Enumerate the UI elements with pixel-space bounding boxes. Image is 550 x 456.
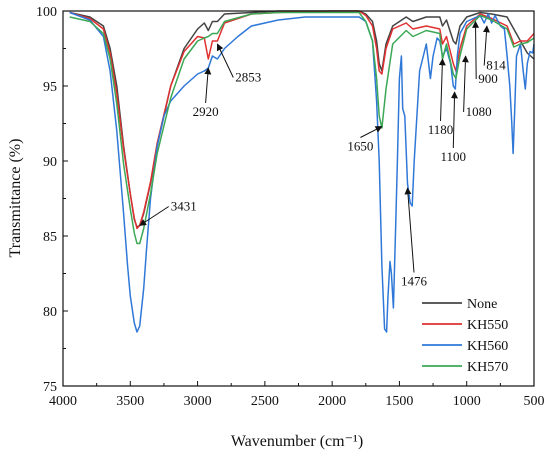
x-tick-label-3000: 3000 bbox=[184, 394, 212, 409]
annotation-label-1180: 1180 bbox=[428, 122, 454, 137]
annotation-arrow-900 bbox=[472, 20, 480, 80]
legend-label-none: None bbox=[467, 297, 497, 312]
annotation-label-900: 900 bbox=[478, 71, 498, 86]
x-tick-label-1000: 1000 bbox=[453, 394, 481, 409]
annotation-label-814: 814 bbox=[486, 58, 506, 73]
x-tick-label-500: 500 bbox=[524, 394, 545, 409]
legend-label-kh560: KH560 bbox=[467, 339, 508, 354]
y-tick-label-90: 90 bbox=[43, 155, 57, 170]
annotation-arrow-2920 bbox=[204, 67, 212, 104]
y-tick-label-80: 80 bbox=[43, 305, 57, 320]
x-axis-title: Wavenumber (cm⁻¹) bbox=[231, 433, 363, 450]
x-tick-label-2000: 2000 bbox=[318, 394, 346, 409]
annotation-label-2920: 2920 bbox=[193, 104, 219, 119]
x-tick-label-3500: 3500 bbox=[116, 394, 144, 409]
axes-layer: 4000 3500 3000 2500 2000 1500 1000 500 75 80 85 90 9… bbox=[36, 5, 545, 409]
annotation-label-1080: 1080 bbox=[466, 104, 492, 119]
annotation-arrow-2853 bbox=[216, 43, 234, 78]
annotation-arrow-1080 bbox=[461, 55, 469, 113]
annotation-arrow-1180 bbox=[438, 58, 446, 122]
series-layer bbox=[69, 10, 535, 333]
annotation-label-2853: 2853 bbox=[235, 70, 261, 85]
series-line-kh550 bbox=[69, 10, 535, 230]
annotation-label-3431: 3431 bbox=[171, 199, 197, 214]
annotation-arrow-1650 bbox=[360, 126, 383, 138]
x-tick-label-4000: 4000 bbox=[49, 394, 77, 409]
annotation-arrow-3431 bbox=[139, 206, 169, 226]
x-tick-label-2500: 2500 bbox=[251, 394, 279, 409]
annotation-arrow-814 bbox=[482, 25, 490, 66]
legend-label-kh550: KH550 bbox=[467, 318, 508, 333]
annotation-label-1100: 1100 bbox=[441, 149, 467, 164]
y-tick-label-95: 95 bbox=[43, 80, 57, 95]
annotation-arrow-1476 bbox=[404, 187, 415, 273]
legend-label-kh570: KH570 bbox=[467, 360, 508, 375]
legend: None KH550 KH560 KH570 bbox=[422, 297, 508, 375]
x-tick-label-1500: 1500 bbox=[385, 394, 413, 409]
series-line-kh560 bbox=[69, 11, 535, 333]
y-tick-label-100: 100 bbox=[36, 5, 57, 20]
plot-frame bbox=[62, 10, 535, 387]
series-line-none bbox=[69, 10, 535, 228]
y-axis-title: Transmittance (%) bbox=[7, 139, 24, 258]
series-line-kh570 bbox=[69, 11, 535, 245]
annotation-label-1650: 1650 bbox=[347, 139, 373, 154]
y-tick-label-75: 75 bbox=[43, 380, 57, 395]
annotation-label-1476: 1476 bbox=[401, 274, 428, 289]
annotation-arrow-1100 bbox=[450, 91, 458, 149]
y-tick-label-85: 85 bbox=[43, 230, 57, 245]
